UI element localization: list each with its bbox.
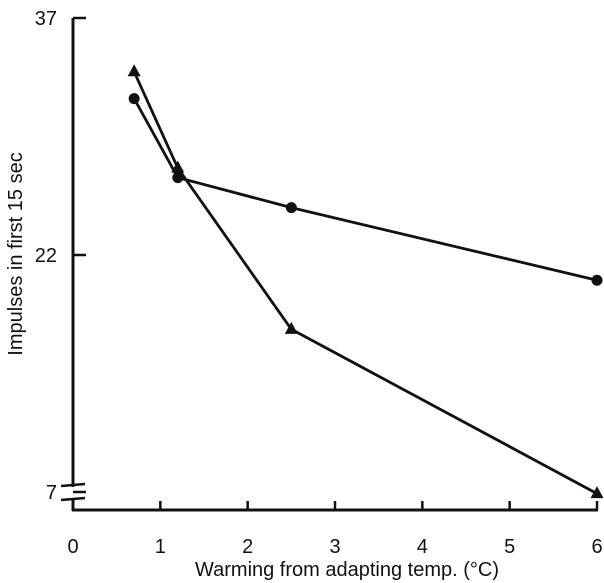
y-tick-label: 22 — [35, 245, 57, 267]
x-tick-label: 2 — [242, 536, 253, 558]
series-line-circle — [132, 97, 598, 282]
data-point-circle — [591, 274, 603, 286]
x-tick-label: 1 — [155, 536, 166, 558]
x-tick-label: 3 — [329, 536, 340, 558]
x-axis-label: Warming from adapting temp. (°C) — [195, 559, 499, 581]
y-axis — [60, 18, 86, 511]
data-point-triangle — [171, 160, 185, 173]
y-tick-label: 37 — [35, 8, 57, 30]
data-point-circle — [128, 93, 140, 105]
data-point-triangle — [284, 321, 298, 334]
y-axis-label: Impulses in first 15 sec — [5, 152, 27, 355]
x-tick-label: 0 — [67, 536, 78, 558]
x-tick-label: 5 — [504, 536, 515, 558]
data-point-circle — [285, 202, 297, 214]
series-layer — [127, 64, 604, 499]
data-point-triangle — [127, 64, 141, 77]
y-tick-label: 7 — [46, 482, 57, 504]
y-axis-break-mark-2 — [60, 496, 86, 502]
data-point-circle — [172, 172, 184, 184]
x-tick-label: 4 — [417, 536, 428, 558]
ticks: 0 1 2 3 4 5 6 37 22 7 — [35, 8, 603, 558]
series-line-triangle — [132, 71, 598, 495]
x-tick-label: 6 — [591, 536, 602, 558]
data-point-triangle — [590, 486, 604, 499]
y-axis-break-mark-1 — [60, 482, 86, 488]
